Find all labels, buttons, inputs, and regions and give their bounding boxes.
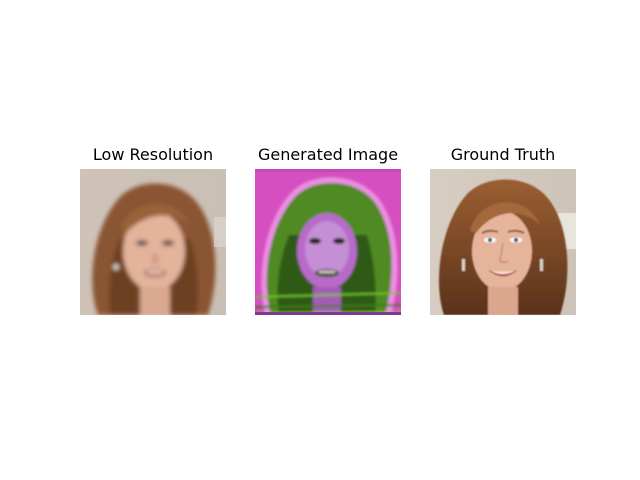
panel-title-low-resolution: Low Resolution bbox=[92, 145, 214, 164]
panel-title-ground-truth: Ground Truth bbox=[450, 145, 556, 164]
panel-ground-truth: Ground Truth bbox=[430, 144, 576, 315]
low-resolution-face-image bbox=[80, 169, 226, 315]
panel-generated-image: Generated Image bbox=[255, 144, 401, 315]
generated-face-image bbox=[255, 169, 401, 315]
panel-title-generated-image: Generated Image bbox=[257, 145, 399, 164]
ground-truth-face-image bbox=[430, 169, 576, 315]
panel-low-resolution: Low Resolution bbox=[80, 144, 226, 315]
